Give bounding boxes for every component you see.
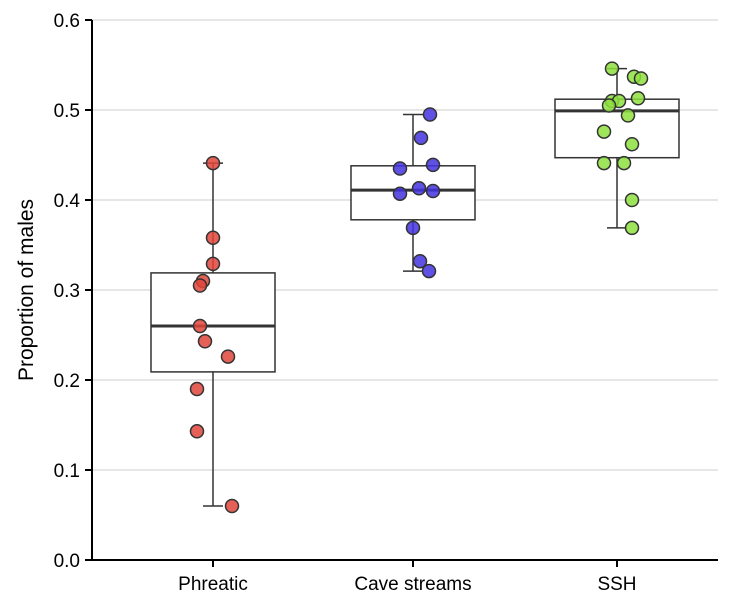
data-point [421, 263, 437, 279]
data-point [624, 220, 640, 236]
y-axis-ticks: 0.0 0.1 0.2 0.3 0.4 0.5 0.6 [54, 11, 92, 572]
x-tick-label: SSH [597, 574, 636, 595]
y-tick-label: 0.1 [54, 461, 80, 482]
box [150, 272, 276, 373]
box-plots [150, 67, 680, 507]
data-point [192, 318, 208, 334]
data-point [630, 91, 646, 106]
box [554, 98, 680, 159]
x-tick-label: Phreatic [178, 574, 248, 595]
x-tick-label: Cave streams [354, 574, 471, 595]
x-axis-ticks: Phreatic Cave streams SSH [178, 560, 637, 595]
data-point [624, 136, 640, 152]
data-point [189, 381, 205, 397]
box [350, 165, 476, 221]
gridlines [92, 19, 718, 471]
data-point [624, 192, 640, 208]
data-point [197, 334, 213, 349]
y-tick-label: 0.3 [54, 281, 80, 302]
y-tick-label: 0.4 [54, 191, 81, 212]
data-point [601, 98, 617, 113]
data-point [192, 278, 208, 293]
data-point [405, 220, 421, 236]
data-point [596, 155, 612, 171]
data-point [633, 71, 649, 86]
data-point [205, 230, 221, 246]
data-point [596, 124, 612, 139]
y-tick-label: 0.5 [54, 101, 80, 122]
y-tick-label: 0.6 [54, 11, 80, 32]
y-axis-title: Proportion of males [15, 199, 38, 381]
data-point [425, 157, 441, 173]
data-point [392, 161, 408, 176]
y-tick-label: 0.0 [54, 551, 80, 572]
data-point [224, 498, 240, 514]
box-group [350, 113, 476, 272]
data-point [411, 181, 427, 196]
data-point [616, 155, 632, 171]
box-group [150, 162, 276, 507]
data-point [413, 130, 429, 146]
data-point [604, 61, 620, 76]
data-point [425, 183, 441, 199]
data-point [392, 186, 408, 201]
data-point [220, 349, 236, 364]
data-points [189, 61, 649, 514]
data-point [189, 424, 205, 439]
y-tick-label: 0.2 [54, 371, 80, 392]
data-point [205, 155, 221, 171]
data-point [412, 253, 428, 269]
box-group [554, 67, 680, 229]
data-point [205, 256, 221, 272]
data-point [422, 107, 438, 122]
data-point [620, 108, 636, 123]
